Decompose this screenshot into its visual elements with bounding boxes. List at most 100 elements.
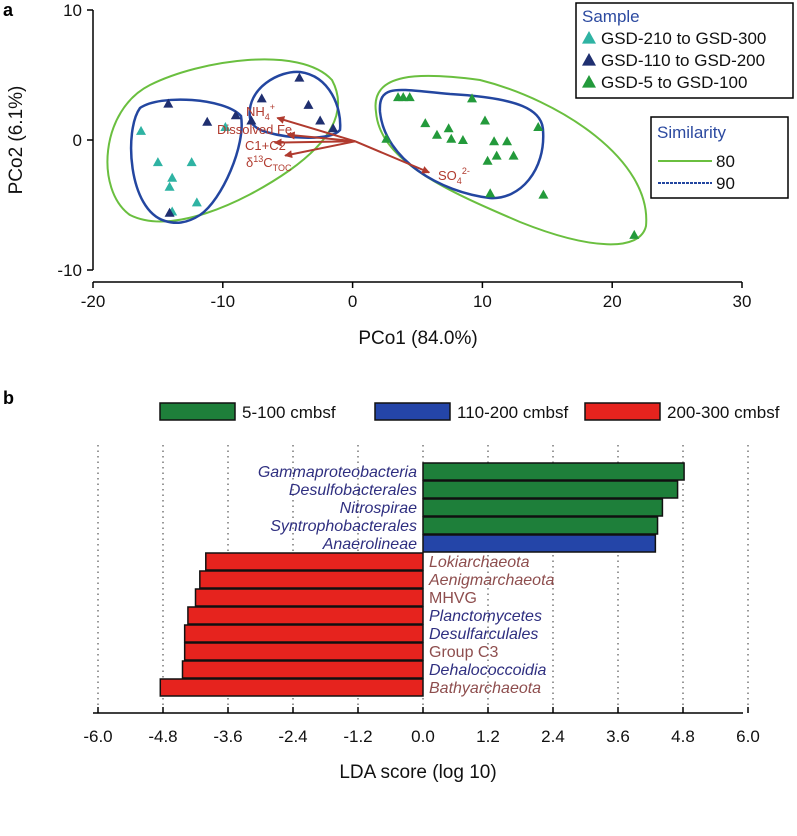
point-green — [538, 189, 549, 199]
x-tick-label: -20 — [81, 292, 106, 311]
point-green — [431, 129, 442, 139]
x-tick-label: 2.4 — [541, 727, 565, 746]
taxon-label: Nitrospirae — [340, 500, 417, 517]
loading-label-part: Dissolved Fe — [217, 122, 292, 137]
lda-x-axis-label: LDA score (log 10) — [339, 762, 496, 783]
point-green — [491, 150, 502, 160]
loading-label-sup: 13 — [253, 154, 263, 164]
loading-label: Dissolved Fe — [217, 122, 292, 137]
loading-label-sup: + — [270, 102, 275, 112]
loading-label-part: δ — [246, 155, 253, 170]
taxon-label: Syntrophobacterales — [270, 518, 417, 535]
lda-bar — [183, 642, 424, 661]
lda-panel: b 5-100 cmbsf 110-200 cmbsf 200-300 cmbsf … — [3, 388, 780, 783]
x-tick-label: -1.2 — [343, 727, 372, 746]
legend-label: 110-200 cmbsf — [457, 403, 568, 422]
loading-label-sub: 4 — [457, 176, 462, 186]
taxon-label: Desulfarculales — [429, 626, 538, 643]
loading-arrow — [273, 138, 356, 147]
point-green — [533, 122, 544, 131]
point-navy — [303, 99, 314, 109]
point-teal — [220, 122, 231, 131]
point-green — [482, 155, 493, 165]
lda-bar — [422, 516, 659, 535]
lda-bar — [187, 606, 424, 625]
loading-label: C1+C2 — [245, 138, 286, 153]
loading-label-sub: 4 — [265, 112, 270, 122]
legend-marker-navy — [582, 53, 596, 66]
lda-bar — [159, 678, 424, 697]
point-teal — [136, 125, 147, 135]
similarity-legend-box — [650, 116, 789, 199]
similarity-80-hull-right — [374, 74, 648, 246]
similarity-legend-title: Similarity — [657, 123, 726, 142]
x-tick-label: 6.0 — [736, 727, 760, 746]
loading-label: δ13CTOC — [246, 154, 292, 173]
legend-swatch — [159, 402, 236, 421]
similarity-90-hull-right — [378, 88, 545, 200]
similarity-80-hull-left — [106, 58, 340, 223]
point-navy — [230, 110, 241, 120]
loading-label-sup: 2- — [462, 166, 470, 176]
x-tick-label: -4.8 — [148, 727, 177, 746]
point-green — [479, 115, 490, 125]
taxon-label: Bathyarchaeota — [429, 680, 541, 697]
scatter-points — [136, 72, 640, 239]
similarity-90-hull-middle — [248, 70, 342, 139]
taxon-label: Dehalococcoidia — [429, 662, 547, 679]
point-green — [398, 92, 409, 102]
point-teal — [186, 157, 197, 167]
loading-label-part: NH — [246, 104, 265, 119]
point-navy — [164, 207, 175, 217]
x-tick-label: 0 — [348, 292, 357, 311]
y-axis-label: PCo2 (6.1%) — [6, 86, 27, 195]
loading-label-part: C1+C2 — [245, 138, 286, 153]
taxon-label: Gammaproteobacteria — [258, 464, 417, 481]
taxon-label: Lokiarchaeota — [429, 554, 530, 571]
point-green — [457, 135, 468, 144]
x-tick-label: 1.2 — [476, 727, 500, 746]
legend-marker-green — [582, 75, 596, 88]
point-green — [508, 150, 519, 160]
point-navy — [328, 123, 339, 133]
point-teal — [152, 157, 163, 167]
sample-legend-title: Sample — [582, 7, 640, 26]
point-navy — [163, 98, 174, 108]
x-axis-label: PCo1 (84.0%) — [358, 328, 477, 349]
panel-label-a: a — [3, 0, 14, 20]
point-green — [381, 133, 392, 143]
x-tick-label: -6.0 — [83, 727, 112, 746]
point-navy — [315, 115, 326, 125]
lda-bar — [422, 462, 685, 481]
point-green — [446, 133, 457, 143]
x-tick-label: 3.6 — [606, 727, 630, 746]
loading-label-sub: TOC — [273, 163, 292, 173]
taxon-label: MHVG — [429, 590, 477, 607]
loading-arrow — [284, 140, 356, 159]
y-tick-label: -10 — [57, 261, 82, 280]
taxon-label: Anaerolineae — [322, 536, 417, 553]
legend-marker-teal — [582, 31, 596, 44]
x-tick-label: 0.0 — [411, 727, 435, 746]
y-tick-label: 0 — [73, 131, 82, 150]
loading-label-part: C — [263, 155, 272, 170]
point-green — [485, 188, 496, 198]
point-green — [404, 92, 415, 102]
lda-bars: GammaproteobacteriaDesulfobacteralesNitr… — [159, 462, 685, 697]
pcoa-panel: a -20 -10 0 10 20 30 10 0 -10 PCo1 (84.0%) PCo2 … — [3, 0, 794, 349]
lda-bar — [199, 570, 424, 589]
similarity-90-hull-left — [129, 98, 243, 225]
legend-swatch — [584, 402, 661, 421]
loading-label-part: SO — [438, 168, 457, 183]
x-tick-label: -3.6 — [213, 727, 242, 746]
sample-legend: Sample GSD-210 to GSD-300 GSD-110 to GSD-… — [575, 2, 794, 99]
point-green — [489, 136, 500, 146]
taxon-label: Group C3 — [429, 644, 498, 661]
lda-bar — [422, 534, 657, 553]
point-green — [467, 93, 478, 103]
sample-legend-label: GSD-5 to GSD-100 — [601, 73, 747, 92]
loading-arrow — [276, 116, 356, 143]
point-green — [629, 229, 640, 239]
